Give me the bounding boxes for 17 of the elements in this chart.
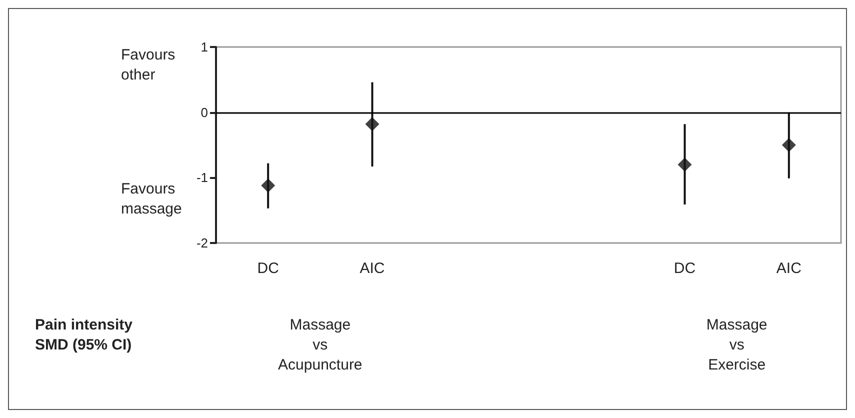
- x-tick-label: DC: [674, 260, 696, 277]
- text: Favours other: [121, 46, 176, 84]
- point: [782, 138, 796, 152]
- y-tick-label: -2: [196, 236, 208, 250]
- point: [261, 178, 276, 193]
- y-tick-label: 1: [200, 40, 208, 54]
- text: Favours massage: [121, 180, 182, 218]
- text: Massage vs Acupuncture: [278, 316, 362, 374]
- y-tick-label: 0: [200, 104, 208, 120]
- x-tick-label: AIC: [776, 260, 802, 277]
- x-tick-label: DC: [257, 260, 280, 277]
- text: Pain intensity SMD (95% CI): [35, 316, 134, 354]
- point: [365, 117, 380, 132]
- x-tick-label: AIC: [360, 260, 385, 277]
- point: [678, 158, 692, 172]
- y-tick-label: -1: [196, 170, 208, 186]
- text: Massage vs Exercise: [706, 316, 768, 374]
